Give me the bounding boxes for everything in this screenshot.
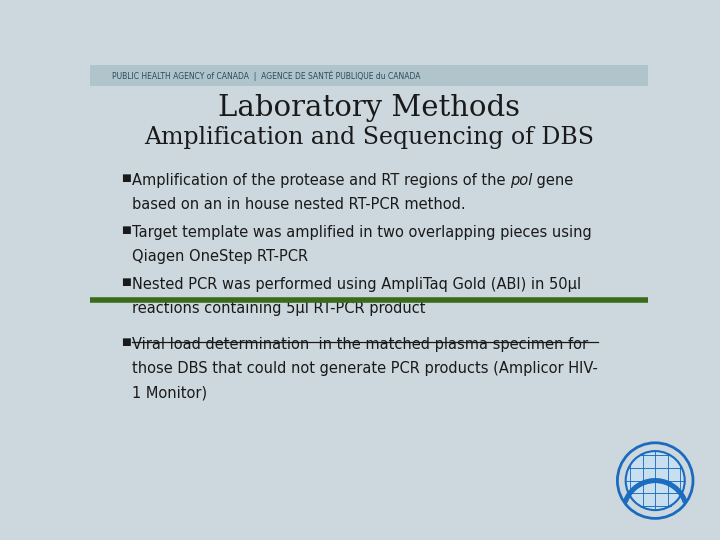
Text: PUBLIC HEALTH AGENCY of CANADA  |  AGENCE DE SANTÉ PUBLIQUE du CANADA: PUBLIC HEALTH AGENCY of CANADA | AGENCE … — [112, 70, 420, 81]
Text: Viral load determination  in the matched plasma specimen for: Viral load determination in the matched … — [132, 337, 588, 352]
Text: ■: ■ — [121, 225, 130, 235]
Circle shape — [626, 451, 685, 510]
Text: ■: ■ — [121, 337, 130, 347]
Text: those DBS that could not generate PCR products (Amplicor HIV-: those DBS that could not generate PCR pr… — [132, 361, 598, 376]
Text: reactions containing 5µl RT-PCR product: reactions containing 5µl RT-PCR product — [132, 301, 426, 316]
Text: pol: pol — [510, 173, 532, 188]
Text: ■: ■ — [121, 173, 130, 183]
Text: Amplification and Sequencing of DBS: Amplification and Sequencing of DBS — [144, 126, 594, 149]
Text: based on an in house nested RT-PCR method.: based on an in house nested RT-PCR metho… — [132, 197, 465, 212]
Text: Amplification of the protease and RT regions of the: Amplification of the protease and RT reg… — [132, 173, 510, 188]
Text: Laboratory Methods: Laboratory Methods — [218, 94, 520, 123]
Text: Qiagen OneStep RT-PCR: Qiagen OneStep RT-PCR — [132, 249, 308, 264]
Text: gene: gene — [532, 173, 574, 188]
Text: 1 Monitor): 1 Monitor) — [132, 386, 207, 400]
Text: ■: ■ — [121, 277, 130, 287]
Text: Nested PCR was performed using AmpliTaq Gold (ABI) in 50µl: Nested PCR was performed using AmpliTaq … — [132, 277, 581, 292]
FancyBboxPatch shape — [90, 65, 648, 86]
Text: Target template was amplified in two overlapping pieces using: Target template was amplified in two ove… — [132, 225, 592, 240]
